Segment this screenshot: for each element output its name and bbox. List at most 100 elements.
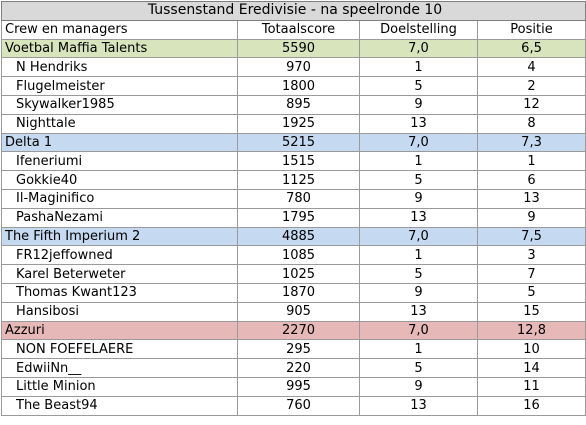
member-position: 15 xyxy=(476,301,586,322)
member-row: Il-Maginifico 780 9 13 xyxy=(1,188,586,209)
team-name: Voetbal Maffia Talents xyxy=(1,38,238,59)
member-name: Gokkie40 xyxy=(1,170,238,190)
member-name: Thomas Kwant123 xyxy=(1,282,238,303)
member-name: FR12jeffowned xyxy=(1,245,238,266)
member-position: 10 xyxy=(476,339,586,360)
member-name: Ifeneriumi xyxy=(1,151,238,172)
member-target: 13 xyxy=(359,207,478,228)
team-name: The Fifth Imperium 2 xyxy=(1,226,238,247)
member-name: Skywalker1985 xyxy=(1,94,238,115)
member-position: 2 xyxy=(476,76,586,96)
member-row: Nighttale 1925 13 8 xyxy=(1,113,586,134)
member-score: 1870 xyxy=(237,282,360,303)
header-position: Positie xyxy=(476,19,586,40)
member-name: Nighttale xyxy=(1,113,238,134)
member-row: Hansibosi 905 13 15 xyxy=(1,301,586,322)
member-row: FR12jeffowned 1085 1 3 xyxy=(1,245,586,266)
member-score: 1795 xyxy=(237,207,360,228)
header-target: Doelstelling xyxy=(359,19,478,40)
member-score: 780 xyxy=(237,188,360,209)
member-name: Little Minion xyxy=(1,376,238,397)
team-position: 7,3 xyxy=(476,132,586,153)
team-score: 5590 xyxy=(237,38,360,59)
member-score: 1925 xyxy=(237,113,360,134)
team-row: The Fifth Imperium 2 4885 7,0 7,5 xyxy=(1,226,586,247)
member-target: 1 xyxy=(359,245,478,266)
member-score: 905 xyxy=(237,301,360,322)
member-score: 895 xyxy=(237,94,360,115)
member-target: 1 xyxy=(359,57,478,78)
member-score: 1800 xyxy=(237,76,360,96)
member-score: 1125 xyxy=(237,170,360,190)
member-name: Karel Beterweter xyxy=(1,264,238,284)
member-position: 8 xyxy=(476,113,586,134)
member-row: EdwiiNn__ 220 5 14 xyxy=(1,358,586,378)
member-position: 13 xyxy=(476,188,586,209)
member-position: 5 xyxy=(476,282,586,303)
member-position: 16 xyxy=(476,395,586,416)
member-target: 9 xyxy=(359,282,478,303)
table-title: Tussenstand Eredivisie - na speelronde 1… xyxy=(0,1,586,21)
member-target: 13 xyxy=(359,301,478,322)
member-score: 995 xyxy=(237,376,360,397)
member-score: 760 xyxy=(237,395,360,416)
member-target: 13 xyxy=(359,113,478,134)
team-row: Azzuri 2270 7,0 12,8 xyxy=(1,320,586,341)
team-target: 7,0 xyxy=(359,226,478,247)
team-position: 7,5 xyxy=(476,226,586,247)
member-position: 14 xyxy=(476,358,586,378)
member-row: Karel Beterweter 1025 5 7 xyxy=(1,264,586,284)
team-name: Azzuri xyxy=(1,320,238,341)
team-row: Delta 1 5215 7,0 7,3 xyxy=(1,132,586,153)
member-name: Hansibosi xyxy=(1,301,238,322)
member-row: Thomas Kwant123 1870 9 5 xyxy=(1,282,586,303)
member-target: 9 xyxy=(359,188,478,209)
team-row: Voetbal Maffia Talents 5590 7,0 6,5 xyxy=(1,38,586,59)
member-target: 5 xyxy=(359,264,478,284)
member-row: Skywalker1985 895 9 12 xyxy=(1,94,586,115)
team-score: 2270 xyxy=(237,320,360,341)
team-score: 5215 xyxy=(237,132,360,153)
member-position: 9 xyxy=(476,207,586,228)
member-position: 12 xyxy=(476,94,586,115)
header-crew: Crew en managers xyxy=(1,19,238,40)
team-name: Delta 1 xyxy=(1,132,238,153)
member-target: 9 xyxy=(359,94,478,115)
member-score: 1515 xyxy=(237,151,360,172)
member-name: The Beast94 xyxy=(1,395,238,416)
member-row: Flugelmeister 1800 5 2 xyxy=(1,76,586,96)
team-target: 7,0 xyxy=(359,38,478,59)
title-row: Tussenstand Eredivisie - na speelronde 1… xyxy=(0,1,586,21)
member-name: N Hendriks xyxy=(1,57,238,78)
member-score: 1085 xyxy=(237,245,360,266)
team-target: 7,0 xyxy=(359,132,478,153)
team-score: 4885 xyxy=(237,226,360,247)
member-score: 1025 xyxy=(237,264,360,284)
member-position: 6 xyxy=(476,170,586,190)
member-position: 4 xyxy=(476,57,586,78)
member-position: 11 xyxy=(476,376,586,397)
member-score: 220 xyxy=(237,358,360,378)
member-row: Little Minion 995 9 11 xyxy=(1,376,586,397)
member-row: The Beast94 760 13 16 xyxy=(1,395,586,416)
header-score: Totaalscore xyxy=(237,19,360,40)
member-score: 295 xyxy=(237,339,360,360)
member-target: 5 xyxy=(359,76,478,96)
member-name: NON FOEFELAERE xyxy=(1,339,238,360)
member-name: EdwiiNn__ xyxy=(1,358,238,378)
member-position: 7 xyxy=(476,264,586,284)
team-target: 7,0 xyxy=(359,320,478,341)
header-row: Crew en managers Totaalscore Doelstellin… xyxy=(1,19,586,40)
member-name: Flugelmeister xyxy=(1,76,238,96)
member-target: 1 xyxy=(359,151,478,172)
member-target: 5 xyxy=(359,358,478,378)
member-target: 1 xyxy=(359,339,478,360)
member-position: 1 xyxy=(476,151,586,172)
member-name: PashaNezami xyxy=(1,207,238,228)
member-position: 3 xyxy=(476,245,586,266)
team-position: 12,8 xyxy=(476,320,586,341)
member-target: 9 xyxy=(359,376,478,397)
member-row: N Hendriks 970 1 4 xyxy=(1,57,586,78)
team-position: 6,5 xyxy=(476,38,586,59)
member-score: 970 xyxy=(237,57,360,78)
